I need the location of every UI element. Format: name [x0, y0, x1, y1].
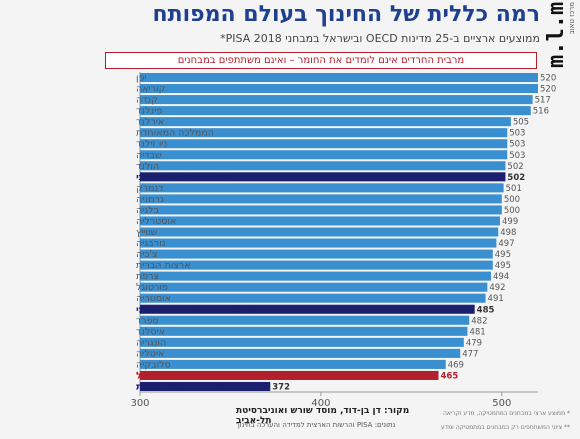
category-label: דנמרק [136, 183, 164, 194]
category-label: ישראל - דוברי ערבית [136, 382, 229, 393]
value-label: 479 [466, 338, 482, 348]
category-label: אוסטרליה [136, 216, 176, 227]
bar [140, 249, 493, 259]
value-label: 505 [513, 118, 529, 128]
bar [140, 326, 468, 336]
category-label: הולנד [136, 161, 159, 172]
bar [140, 359, 446, 369]
value-label: 517 [535, 96, 551, 106]
bar [140, 271, 491, 281]
category-label: צ'כיה [136, 249, 158, 260]
value-label: 492 [489, 283, 505, 293]
chart-title: רמה כללית של החינוך בעולם המפותח [152, 2, 540, 27]
value-label: 497 [498, 239, 514, 249]
value-label: 477 [462, 349, 478, 359]
value-label: 503 [509, 129, 525, 139]
category-label: קנדה [136, 95, 158, 106]
bar [140, 183, 504, 193]
category-label: נורבגיה [136, 238, 166, 249]
value-label: 501 [506, 184, 522, 194]
value-label: 495 [495, 261, 511, 271]
bar [140, 227, 499, 237]
bar [140, 282, 488, 292]
bar [140, 106, 531, 116]
value-label: 500 [504, 195, 520, 205]
category-label: ישראל - יהודי ממלכתי-דתי [136, 304, 252, 315]
category-label: צרפת [136, 271, 159, 282]
x-tick-label: 300 [130, 398, 149, 409]
bar [140, 381, 271, 392]
bar [140, 216, 501, 226]
bar [140, 117, 511, 127]
value-label: 491 [488, 294, 504, 304]
category-label: ניו זילנד [136, 139, 167, 150]
value-label: 482 [471, 316, 487, 326]
value-label: 465 [441, 371, 459, 381]
x-tick-label: 500 [492, 398, 511, 409]
bar [140, 95, 533, 105]
bar [140, 150, 508, 160]
footnote-2: ** ציוני המשתתפים רק במבחנים במתמטיקה ומ… [441, 424, 570, 431]
bar [140, 260, 493, 270]
bar [140, 128, 508, 138]
value-label: 495 [495, 250, 511, 260]
category-label: שבדיה [136, 150, 162, 161]
value-label: 502 [507, 162, 523, 172]
bar [140, 161, 506, 171]
value-label: 520 [540, 74, 556, 84]
bar [140, 337, 464, 347]
bar [140, 304, 475, 314]
bar [140, 72, 538, 83]
category-label: סלובקיה [136, 359, 171, 370]
bar [140, 205, 502, 215]
category-label: ארצות הברית [136, 260, 191, 271]
value-label: 503 [509, 151, 525, 161]
category-label: גרמניה [136, 194, 164, 205]
bar [140, 84, 538, 94]
category-label: ישראל [136, 370, 165, 381]
footnote-1: * ממוצע ארצי במבחנים במתמטיקה, מדע וקריא… [442, 410, 570, 417]
bar [140, 293, 486, 303]
bar [140, 194, 502, 204]
value-label: 481 [469, 327, 485, 337]
category-label: שווייץ [136, 227, 158, 238]
category-label: בלגיה [136, 205, 160, 216]
bar [140, 348, 461, 358]
value-label: 469 [448, 360, 464, 370]
category-label: פינלנד [136, 106, 162, 117]
category-label: אוסטריה [136, 293, 171, 304]
category-label: ישראל - יהודי ממלכתי [136, 172, 234, 183]
category-label: הונגריה [136, 337, 166, 348]
value-label: 520 [540, 85, 556, 95]
bar [140, 238, 497, 248]
category-label: הממלכה המאוחדת [136, 128, 214, 139]
value-label: 500 [504, 206, 520, 216]
source-note: מקור: דן בן-דוד, מוסד שורש ואוניברסיטת ת… [236, 406, 410, 426]
bar [140, 139, 508, 149]
haredi-banner: מרבית החרדים אינם לומדים את החומר – ואינ… [105, 52, 537, 69]
value-label: 516 [533, 107, 549, 117]
category-label: איסלנד [136, 326, 165, 337]
value-label: 502 [507, 173, 525, 183]
value-label: 498 [500, 228, 516, 238]
chart-subtitle: ממוצעים ארציים ב-25 מדינות OECD ובישראל … [220, 32, 540, 45]
bar [140, 370, 439, 380]
value-label: 499 [502, 217, 518, 227]
category-label: ספרד [136, 315, 159, 326]
category-label: פורטוגל [136, 282, 168, 293]
category-label: איטליה [136, 348, 164, 359]
x-tick-label: 400 [311, 398, 330, 409]
category-label: אירלנד [136, 117, 164, 128]
value-label: 485 [477, 305, 495, 315]
value-label: 503 [509, 140, 525, 150]
value-label: 494 [493, 272, 509, 282]
bar [140, 172, 506, 182]
bar [140, 315, 470, 325]
category-label: יפן [136, 73, 147, 84]
value-label: 372 [272, 383, 290, 393]
category-label: קוריאה [136, 84, 166, 95]
data-source-note: נתונים: PISA והרשות הארצית למדידה והערכה… [236, 421, 396, 429]
